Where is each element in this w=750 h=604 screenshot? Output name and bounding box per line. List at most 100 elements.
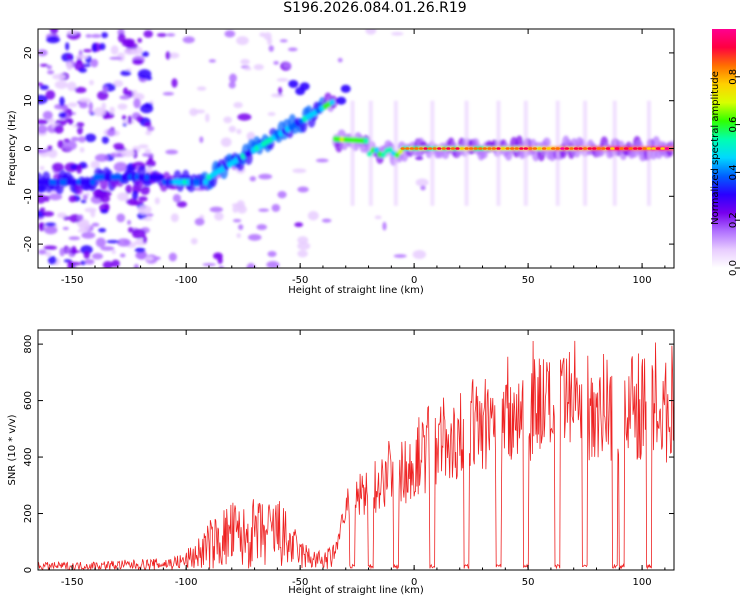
noise-blob (292, 168, 307, 174)
noise-blob (172, 194, 181, 203)
noise-blob (127, 115, 132, 125)
noise-blob (199, 136, 204, 144)
noise-blob (90, 34, 102, 38)
noise-blob (68, 118, 74, 125)
dropout-streak (496, 100, 501, 206)
x-tick-label: -150 (61, 275, 84, 286)
noise-blob (146, 166, 153, 173)
ridge-peak (418, 147, 424, 150)
noise-blob (249, 176, 257, 182)
noise-blob (196, 86, 207, 91)
ridge-peak (405, 147, 410, 150)
noise-blob (80, 245, 93, 255)
ridge-peak (437, 147, 442, 150)
noise-blob (90, 160, 101, 169)
ridge-peak (619, 147, 624, 150)
ridge-peak (610, 147, 615, 150)
noise-blob (63, 138, 71, 143)
ridge-peak (487, 147, 492, 150)
spectrogram-ridge (38, 79, 674, 206)
ridge-peak (587, 147, 592, 150)
ridge-peak (414, 147, 419, 150)
ridge-peak (528, 147, 533, 150)
ridge-peak (601, 147, 606, 150)
figure-title: S196.2026.084.01.26.R19 (283, 0, 467, 16)
noise-blob (297, 186, 309, 193)
snr-marks (38, 340, 674, 570)
noise-blob (117, 192, 129, 202)
ridge-peak (468, 147, 474, 150)
ridge-core (363, 137, 369, 144)
x-tick-label: 50 (522, 577, 535, 588)
noise-blob (52, 73, 66, 80)
noise-blob (100, 209, 109, 214)
noise-blob (133, 98, 141, 109)
dropout-streak (583, 100, 588, 206)
noise-blob (47, 255, 57, 265)
noise-blob (412, 249, 427, 260)
y-tick-label: 0 (23, 145, 34, 151)
noise-blob (109, 106, 115, 115)
ridge-peak (537, 147, 542, 150)
x-tick-label: 50 (522, 275, 535, 286)
x-tick-label: -100 (175, 275, 198, 286)
noise-blob (99, 194, 111, 203)
noise-blob (155, 256, 161, 260)
x-tick-label: -50 (292, 275, 308, 286)
noise-blob (146, 126, 155, 132)
noise-blob (267, 36, 273, 46)
noise-blob (78, 136, 86, 143)
noise-blob (238, 224, 244, 231)
x-tick-label: 0 (411, 577, 417, 588)
noise-blob (297, 242, 311, 251)
noise-blob (59, 96, 65, 107)
noise-blob (212, 252, 223, 260)
noise-blob (93, 107, 106, 117)
noise-blob (109, 56, 123, 60)
noise-blob (209, 206, 223, 213)
noise-blob (83, 48, 93, 53)
noise-blob (279, 39, 288, 43)
ridge-peak (459, 147, 465, 150)
noise-blob (91, 222, 100, 227)
ridge-envelope (630, 149, 639, 158)
noise-blob (267, 251, 277, 257)
noise-blob (144, 148, 151, 154)
noise-blob (132, 59, 144, 65)
noise-blob (246, 131, 256, 141)
noise-blob (141, 51, 150, 57)
ridge-peak (646, 147, 652, 150)
ridge-peak (592, 147, 597, 150)
noise-blob (85, 133, 97, 143)
snr-line (38, 340, 674, 570)
noise-blob (78, 67, 87, 73)
noise-blob (145, 130, 152, 136)
ridge-peak (427, 147, 433, 150)
noise-blob (224, 30, 236, 38)
spectrogram-x-axis: -150 -100 -50 0 50 100 (48, 29, 666, 286)
snr-x-axis: -150 -100 -50 0 50 100 (48, 330, 666, 588)
noise-blob (83, 251, 90, 260)
ridge-peak (514, 147, 519, 150)
noise-blob (100, 246, 115, 251)
noise-blob (97, 90, 109, 101)
x-tick-label: 100 (633, 275, 652, 286)
ridge-peak (660, 147, 665, 150)
x-tick-label: -50 (292, 577, 308, 588)
noise-blob (127, 219, 132, 225)
noise-blob (119, 95, 131, 100)
ridge-peak (500, 147, 506, 150)
noise-blob (44, 222, 57, 227)
ridge-peak (605, 147, 611, 150)
ridge-core (158, 174, 164, 181)
noise-blob (170, 213, 179, 223)
noise-blob (103, 203, 110, 212)
noise-blob (218, 265, 224, 268)
noise-blob (259, 32, 266, 37)
noise-blob (133, 263, 139, 268)
noise-blob (258, 173, 273, 180)
noise-blob (101, 32, 109, 39)
noise-blob (168, 252, 177, 262)
ridge-peak (409, 147, 415, 150)
